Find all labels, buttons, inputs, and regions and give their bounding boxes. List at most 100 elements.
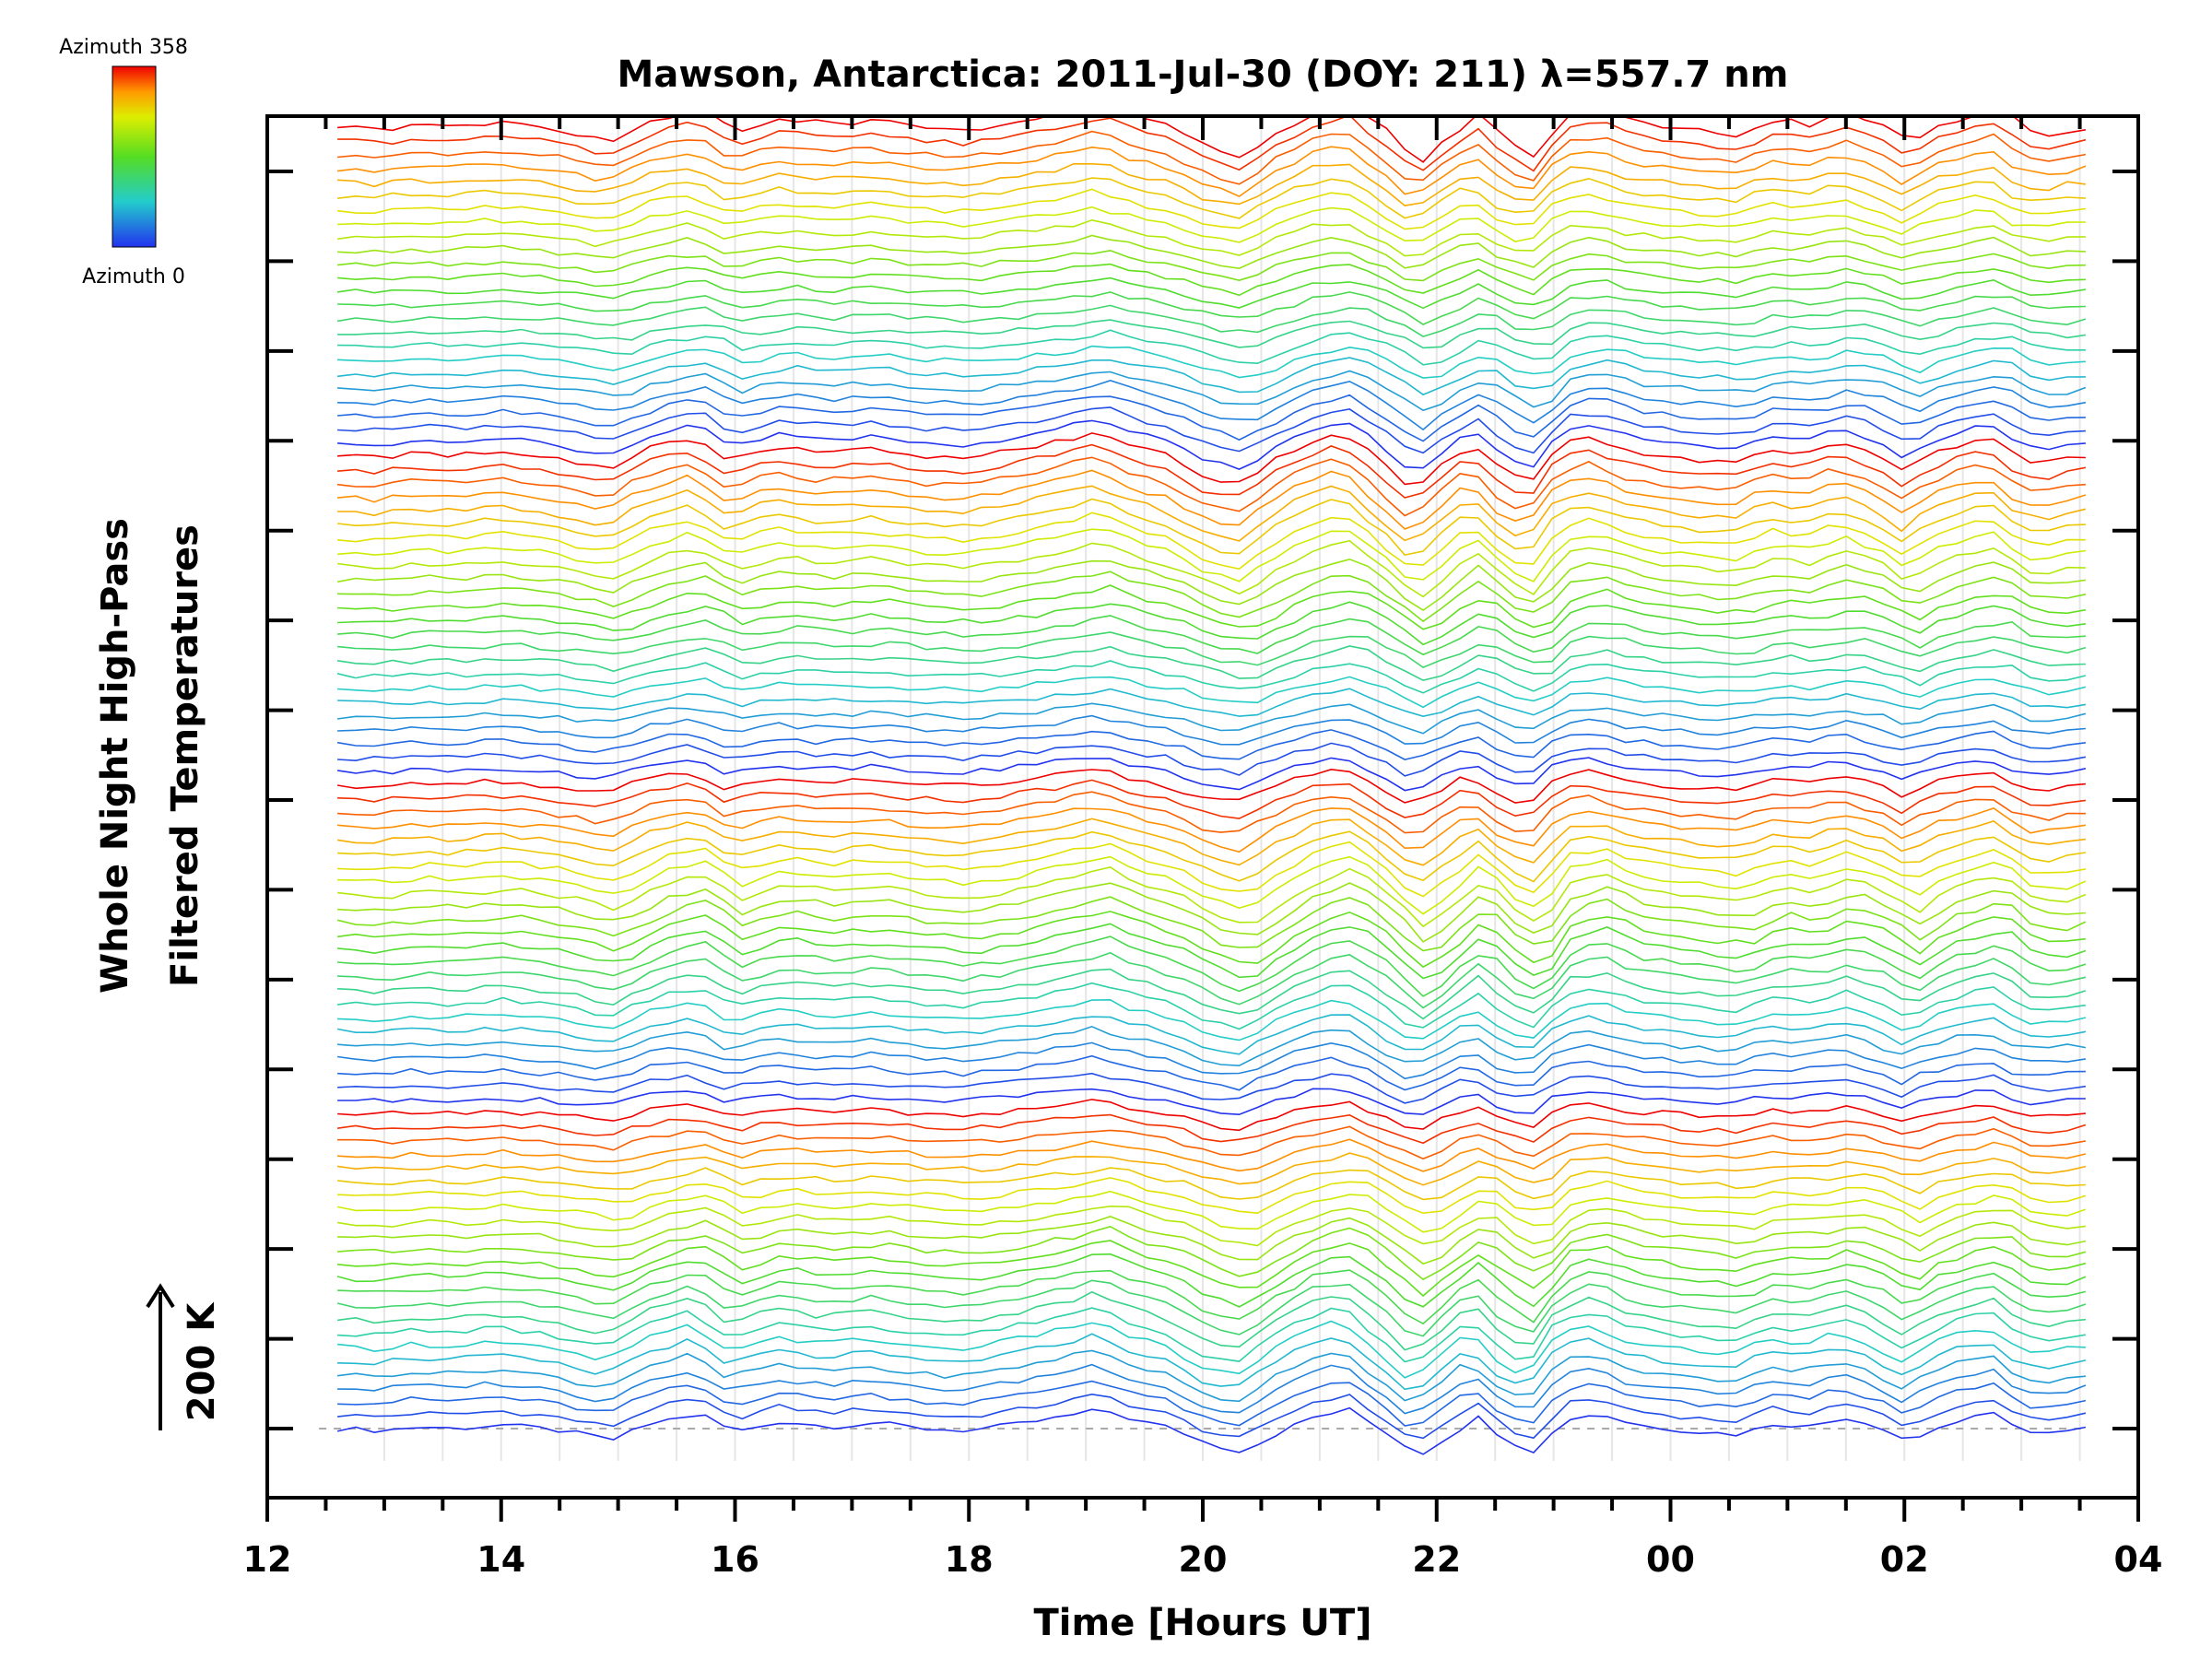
colorbar-gradient: [112, 65, 157, 248]
trace-line: [337, 249, 2086, 282]
x-tick-label: 12: [243, 1539, 292, 1580]
trace-line: [337, 1216, 2087, 1265]
trace-line: [337, 234, 2086, 270]
scale-label: 200 K: [181, 1301, 223, 1421]
trace-line: [336, 218, 2086, 257]
trace-line: [337, 263, 2086, 297]
trace-line: [337, 1225, 2087, 1281]
x-axis-label: Time [Hours UT]: [1034, 1602, 1372, 1644]
trace-line: [337, 1088, 2086, 1116]
trace-line: [337, 935, 2087, 997]
trace-line: [337, 1240, 2087, 1298]
trace-line: [337, 116, 2087, 172]
trace-line: [337, 865, 2087, 928]
trace-line: [337, 432, 2086, 486]
trace-line: [336, 660, 2087, 694]
x-tick-label: 16: [711, 1539, 759, 1580]
x-tick-label: 22: [1412, 1539, 1461, 1580]
trace-line: [337, 923, 2087, 980]
trace-line: [337, 1307, 2087, 1363]
trace-line: [337, 1320, 2086, 1379]
trace-line: [336, 1152, 2087, 1186]
trace-line: [336, 558, 2087, 612]
trace-line: [337, 998, 2087, 1041]
scale-arrow: 200 K: [146, 1283, 223, 1430]
trace-line: [337, 615, 2086, 656]
trace-line: [337, 1363, 2087, 1415]
trace-line: [337, 512, 2086, 571]
x-tick-label: 04: [2114, 1539, 2163, 1580]
trace-line: [336, 896, 2087, 952]
trace-line: [336, 1041, 2087, 1080]
trace-line: [337, 130, 2087, 185]
trace-line: [336, 768, 2086, 804]
trace-line: [337, 177, 2086, 219]
trace-line: [337, 855, 2087, 915]
trace-line: [337, 688, 2087, 718]
trace-line: [336, 702, 2087, 735]
trace-line: [337, 830, 2087, 883]
trace-line: [337, 370, 2087, 412]
axis-ticks: [265, 116, 2140, 1522]
x-tick-label: 20: [1179, 1539, 1228, 1580]
trace-line: [337, 188, 2086, 230]
trace-line: [337, 443, 2087, 499]
trace-line: [337, 1099, 2086, 1132]
trace-line: [337, 206, 2086, 243]
trace-line: [337, 485, 2087, 542]
trace-line: [336, 757, 2087, 792]
trace-line: [336, 1113, 2087, 1145]
temperature-traces: [336, 116, 2087, 1455]
x-tick-label: 18: [945, 1539, 994, 1580]
trace-line: [337, 1333, 2087, 1391]
x-tick-labels: 12 14 16 18 20 22 00 02 04: [243, 1539, 2163, 1580]
trace-line: [336, 645, 2086, 682]
trace-line: [337, 1349, 2086, 1403]
trace-line: [337, 676, 2087, 709]
trace-line: [336, 1279, 2087, 1337]
trace-line: [336, 1253, 2087, 1308]
trace-line: [337, 528, 2087, 582]
trace-line: [337, 584, 2087, 630]
trace-line: [337, 1125, 2087, 1160]
trace-line: [337, 319, 2087, 349]
trace-line: [336, 911, 2086, 969]
trace-line: [337, 116, 2087, 163]
trace-line: [337, 406, 2086, 454]
trace-line: [337, 146, 2087, 198]
trace-line: [337, 1177, 2087, 1215]
trace-line: [337, 469, 2087, 530]
trace-line: [337, 968, 2087, 1020]
trace-line: [336, 1406, 2087, 1455]
trace-line: [337, 1393, 2087, 1440]
trace-line: [337, 631, 2087, 669]
vertical-grid: [382, 127, 2081, 1461]
trace-line: [337, 329, 2086, 366]
trace-line: [337, 163, 2087, 206]
trace-line: [337, 1072, 2087, 1104]
colorbar-bottom-label: Azimuth 0: [82, 265, 185, 288]
colorbar-top-label: Azimuth 358: [59, 36, 188, 59]
trace-line: [337, 394, 2086, 442]
trace-line: [337, 1025, 2087, 1067]
trace-line: [337, 345, 2086, 379]
y-axis-label-line2: Filtered Temperatures: [164, 524, 206, 987]
trace-line: [337, 1167, 2086, 1201]
colorbar: Azimuth 358 Azimuth 0: [59, 36, 188, 288]
trace-line: [337, 807, 2087, 853]
trace-line: [337, 498, 2086, 557]
trace-line: [337, 456, 2086, 517]
trace-line: [337, 357, 2086, 396]
trace-line: [337, 419, 2086, 470]
trace-line: [336, 276, 2087, 310]
trace-line: [336, 539, 2086, 598]
x-tick-label: 02: [1880, 1539, 1929, 1580]
trace-line: [337, 1380, 2087, 1427]
trace-line: [336, 1290, 2086, 1351]
trace-line: [337, 380, 2087, 431]
trace-line: [336, 1205, 2086, 1247]
trace-line: [337, 779, 2086, 819]
trace-line: [337, 571, 2087, 623]
chart-title: Mawson, Antarctica: 2011-Jul-30 (DOY: 21…: [618, 53, 1789, 96]
trace-line: [337, 291, 2086, 326]
